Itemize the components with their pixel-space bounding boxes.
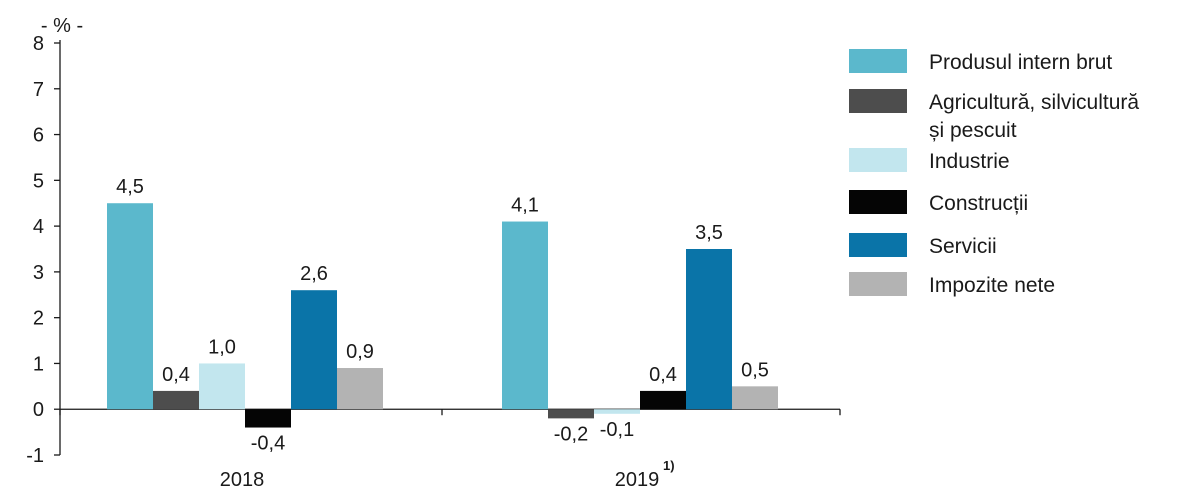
bar (107, 203, 153, 410)
bar (153, 390, 199, 410)
data-label: 4,5 (116, 176, 144, 198)
y-tick-label: 3 (33, 262, 44, 284)
y-tick-label: 1 (33, 353, 44, 375)
legend-label: Industrie (929, 150, 1010, 173)
data-label: -0,1 (600, 419, 634, 441)
y-tick-label: 7 (33, 79, 44, 101)
x-tick-label: 2018 (220, 469, 265, 491)
bars (107, 203, 778, 428)
data-label: -0,2 (554, 423, 588, 445)
legend-label: Servicii (929, 235, 997, 258)
bar (548, 409, 594, 419)
value-labels: 4,5 4,1 0,4 -0,2 1,0 -0,1 -0,4 0,4 2,6 3,5 0,9 0,5 (116, 176, 769, 454)
legend: Produsul intern brut Agricultură, silvicu… (849, 49, 1139, 297)
legend-label: Produsul intern brut (929, 51, 1112, 74)
footnote-marker: 1) (663, 458, 675, 473)
data-label: 0,4 (162, 364, 190, 386)
data-label: -0,4 (251, 433, 285, 455)
legend-swatch (849, 148, 907, 172)
y-tick-label: 6 (33, 125, 44, 147)
legend-swatch (849, 49, 907, 73)
data-label: 1,0 (208, 336, 236, 358)
legend-label: Impozite nete (929, 274, 1055, 297)
x-tick-label: 2019 (615, 469, 660, 491)
y-tick-label: 2 (33, 308, 44, 330)
y-tick-label: 4 (33, 216, 44, 238)
x-axis (59, 408, 841, 416)
y-tick-label: 8 (33, 33, 44, 55)
bar (337, 368, 383, 410)
y-tick-label: 5 (33, 170, 44, 192)
data-label: 0,9 (346, 341, 374, 363)
legend-label: Construcții (929, 192, 1028, 215)
bar (594, 409, 640, 414)
bar (732, 386, 778, 410)
bar (640, 390, 686, 410)
legend-label: și pescuit (929, 119, 1017, 142)
data-label: 4,1 (511, 195, 539, 217)
unit-label: - % - (41, 15, 83, 37)
bar (199, 363, 245, 410)
data-label: 0,4 (649, 364, 677, 386)
bar (245, 409, 291, 428)
legend-swatch (849, 233, 907, 257)
legend-swatch (849, 272, 907, 296)
bar (502, 221, 548, 410)
y-tick-label: -1 (26, 445, 44, 467)
bar (686, 249, 732, 410)
data-label: 0,5 (741, 359, 769, 381)
data-label: 2,6 (300, 263, 328, 285)
y-axis: -1 0 1 2 3 4 5 6 7 8 (26, 33, 61, 467)
bar (291, 290, 337, 410)
legend-swatch (849, 89, 907, 113)
y-tick-label: 0 (33, 399, 44, 421)
legend-label: Agricultură, silvicultură (929, 91, 1139, 114)
legend-swatch (849, 190, 907, 214)
data-label: 3,5 (695, 222, 723, 244)
